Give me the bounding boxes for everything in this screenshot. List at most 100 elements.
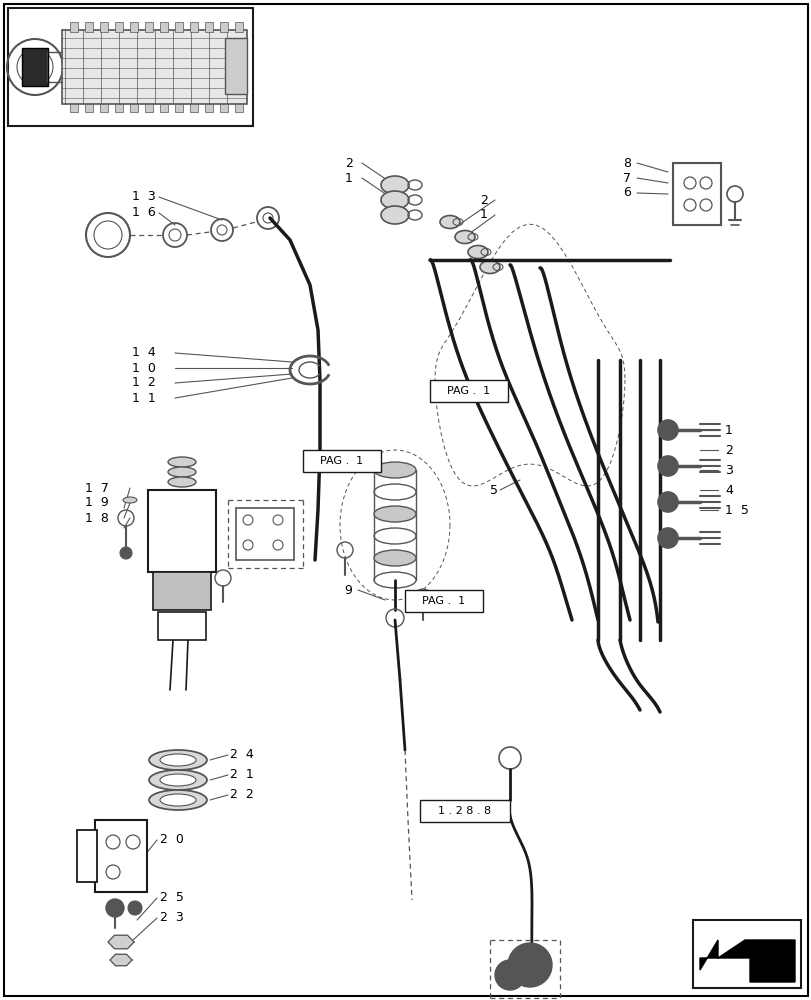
Bar — [115, 22, 122, 32]
Bar — [77, 830, 97, 882]
Ellipse shape — [374, 550, 415, 566]
Text: 1  5: 1 5 — [724, 504, 748, 516]
Text: 2: 2 — [345, 157, 353, 170]
Text: 1  3: 1 3 — [132, 190, 156, 204]
Bar — [160, 104, 168, 112]
Bar — [22, 48, 48, 86]
Circle shape — [657, 420, 677, 440]
Ellipse shape — [148, 750, 207, 770]
Ellipse shape — [479, 260, 500, 273]
Bar — [175, 104, 182, 112]
Bar — [430, 380, 508, 402]
Ellipse shape — [380, 176, 409, 194]
Ellipse shape — [168, 467, 195, 477]
Ellipse shape — [380, 206, 409, 224]
Ellipse shape — [160, 794, 195, 806]
Bar — [234, 22, 242, 32]
Bar — [95, 820, 147, 892]
Text: 2  3: 2 3 — [160, 911, 183, 924]
Polygon shape — [108, 935, 134, 949]
Ellipse shape — [148, 770, 207, 790]
Text: 1  7: 1 7 — [85, 482, 109, 494]
Bar — [158, 612, 206, 640]
Bar — [190, 22, 198, 32]
Ellipse shape — [374, 462, 415, 478]
Bar — [62, 30, 247, 104]
Bar — [405, 590, 483, 612]
Bar — [148, 490, 216, 572]
Bar — [145, 104, 152, 112]
Bar — [204, 104, 212, 112]
Text: 2: 2 — [479, 194, 487, 207]
Text: 9: 9 — [344, 584, 351, 596]
Text: 1: 1 — [345, 172, 353, 185]
Text: 6: 6 — [622, 186, 630, 200]
Polygon shape — [699, 940, 794, 982]
Bar — [225, 38, 247, 94]
Text: PAG .  1: PAG . 1 — [422, 596, 465, 606]
Bar — [672, 163, 720, 225]
Text: 1 . 2 8 . 8: 1 . 2 8 . 8 — [438, 806, 491, 816]
Polygon shape — [109, 954, 132, 966]
Circle shape — [120, 547, 132, 559]
Bar — [692, 920, 800, 988]
Circle shape — [508, 943, 551, 987]
Bar — [175, 22, 182, 32]
Ellipse shape — [122, 497, 137, 503]
Text: 3: 3 — [724, 464, 732, 477]
Text: 1  9: 1 9 — [85, 496, 109, 510]
Text: 1  8: 1 8 — [85, 512, 109, 524]
Text: 1  4: 1 4 — [132, 347, 156, 360]
Bar — [8, 8, 253, 126]
Text: 2: 2 — [724, 444, 732, 456]
Ellipse shape — [454, 231, 474, 243]
Bar — [145, 22, 152, 32]
Circle shape — [128, 901, 142, 915]
Text: 1: 1 — [479, 209, 487, 222]
Text: PAG .  1: PAG . 1 — [447, 386, 490, 396]
Text: 2  4: 2 4 — [230, 748, 253, 762]
Text: 2  2: 2 2 — [230, 788, 253, 801]
Ellipse shape — [148, 790, 207, 810]
Text: 4: 4 — [724, 484, 732, 496]
Bar — [190, 104, 198, 112]
Circle shape — [495, 960, 525, 990]
Text: PAG .  1: PAG . 1 — [320, 456, 363, 466]
Bar — [70, 104, 78, 112]
Text: 2  5: 2 5 — [160, 891, 183, 904]
Bar — [100, 22, 108, 32]
Ellipse shape — [440, 216, 460, 229]
Ellipse shape — [168, 477, 195, 487]
Ellipse shape — [380, 191, 409, 209]
Bar — [234, 104, 242, 112]
Bar — [115, 104, 122, 112]
Ellipse shape — [467, 245, 487, 258]
Text: 8: 8 — [622, 157, 630, 170]
Bar — [160, 22, 168, 32]
Bar — [22, 48, 48, 86]
Ellipse shape — [374, 506, 415, 522]
Ellipse shape — [160, 754, 195, 766]
Circle shape — [106, 899, 124, 917]
Bar — [236, 508, 294, 560]
Bar — [220, 104, 228, 112]
Bar — [419, 800, 509, 822]
Bar — [130, 104, 138, 112]
Bar — [70, 22, 78, 32]
Bar — [204, 22, 212, 32]
Bar — [85, 22, 93, 32]
Bar — [152, 572, 211, 610]
Circle shape — [657, 492, 677, 512]
Bar — [85, 104, 93, 112]
Text: 1  1: 1 1 — [132, 391, 156, 404]
Bar — [220, 22, 228, 32]
Text: 2  0: 2 0 — [160, 833, 183, 846]
Ellipse shape — [168, 457, 195, 467]
Text: 1  2: 1 2 — [132, 376, 156, 389]
Text: 5: 5 — [489, 484, 497, 496]
Circle shape — [657, 528, 677, 548]
Text: 1  6: 1 6 — [132, 207, 156, 220]
Bar — [130, 22, 138, 32]
Bar — [100, 104, 108, 112]
Text: 1  0: 1 0 — [132, 361, 156, 374]
